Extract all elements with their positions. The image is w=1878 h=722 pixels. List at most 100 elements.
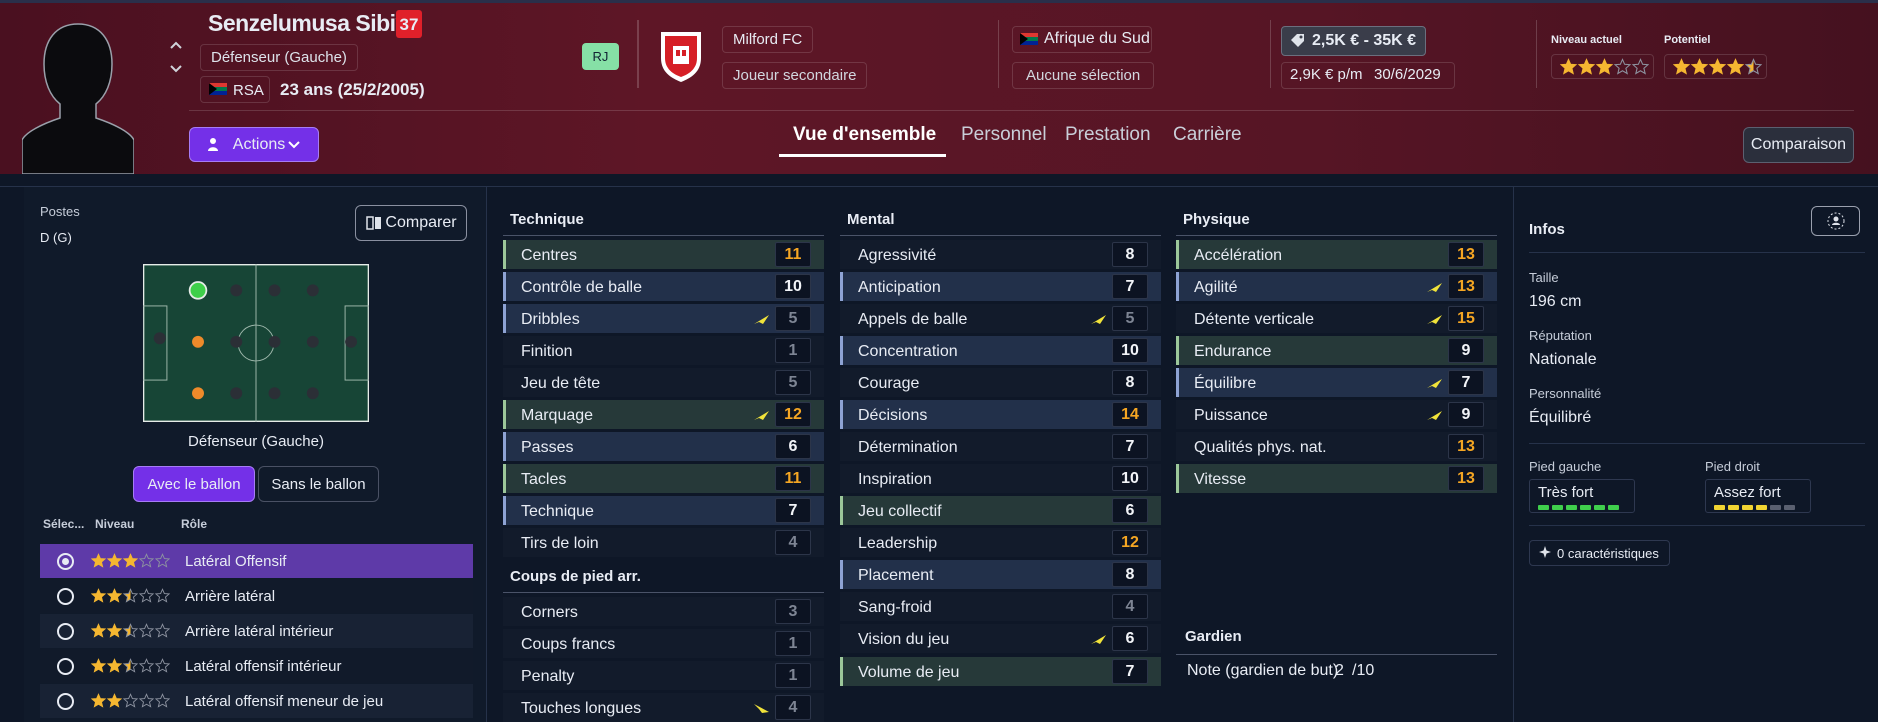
- attribute-row: [503, 464, 824, 494]
- attribute-name: Anticipation: [858, 278, 941, 296]
- role-name: Latéral offensif meneur de jeu: [185, 693, 384, 710]
- attribute-value: 1: [788, 341, 798, 359]
- tab[interactable]: Prestation: [1065, 124, 1151, 145]
- info-label: Personnalité: [1529, 386, 1602, 401]
- attribute-name: Détente verticale: [1194, 310, 1315, 328]
- pitch: [143, 264, 369, 422]
- role-name: Arrière latéral intérieur: [185, 623, 334, 640]
- attribute-value: 5: [788, 309, 798, 327]
- attribute-name: Dribbles: [521, 310, 580, 328]
- attribute-value-box: [775, 369, 811, 395]
- role-radio[interactable]: [57, 553, 74, 570]
- toggle-with-ball[interactable]: Avec le ballon: [133, 466, 255, 502]
- attribute-row: [503, 660, 824, 690]
- attribute-value-box: [1112, 498, 1148, 524]
- compare-label: Comparaison: [1750, 136, 1847, 153]
- info-label: Taille: [1529, 270, 1559, 285]
- attribute-value: 10: [1121, 341, 1139, 359]
- contract-box: [1281, 62, 1455, 89]
- attribute-row: [840, 496, 1161, 526]
- gk-label: Note (gardien de but): [1187, 662, 1339, 679]
- attribute-name: Courage: [858, 374, 920, 392]
- attribute-value-box: [1448, 305, 1484, 331]
- attribute-value: 15: [1457, 309, 1475, 327]
- attribute-row: [503, 399, 824, 429]
- profile-icon: [1827, 212, 1844, 230]
- attribute-value-box: [1112, 466, 1148, 492]
- attribute-value: 6: [1125, 502, 1135, 520]
- attribute-name: Coups francs: [521, 635, 616, 653]
- attribute-value-box: [1448, 337, 1484, 363]
- info-title: Infos: [1529, 221, 1565, 238]
- attribute-value-box: [1112, 530, 1148, 556]
- compare-positions-button[interactable]: Comparer: [355, 205, 467, 241]
- attribute-value-box: [775, 662, 811, 688]
- info-value: Équilibré: [1529, 409, 1592, 426]
- attribute-value-box: [775, 433, 811, 459]
- attribute-value-box: [1112, 273, 1148, 299]
- gk-rating: 2: [1335, 662, 1344, 679]
- compare-positions-label: Comparer: [385, 214, 457, 231]
- attribute-value: 6: [788, 437, 798, 455]
- attribute-value: 1: [788, 666, 798, 684]
- attribute-row: [1176, 431, 1497, 461]
- info-value: 196 cm: [1529, 293, 1582, 310]
- attribute-row: [840, 239, 1161, 269]
- wage: 2,9K € p/m: [1290, 66, 1363, 83]
- section-title: Physique: [1183, 211, 1250, 228]
- attribute-name: Endurance: [1194, 342, 1272, 360]
- attribute-row: [840, 624, 1161, 654]
- separator: [1270, 20, 1271, 88]
- attribute-name: Corners: [521, 603, 578, 621]
- role-radio[interactable]: [57, 588, 74, 605]
- attribute-value: 7: [1125, 277, 1135, 295]
- foot-value: Très fort: [1538, 484, 1594, 501]
- club-role: Joueur secondaire: [722, 62, 868, 89]
- potential-label: Potentiel: [1664, 34, 1711, 46]
- attribute-value-box: [775, 305, 811, 331]
- tab[interactable]: Vue d'ensemble: [793, 124, 937, 145]
- attribute-row: [503, 367, 824, 397]
- attribute-row: [503, 496, 824, 526]
- section-rule: [503, 592, 824, 593]
- attribute-row: [503, 431, 824, 461]
- role-radio[interactable]: [57, 623, 74, 640]
- attribute-value: 13: [1457, 437, 1475, 455]
- nation-code: RSA: [233, 82, 264, 99]
- attribute-value-box: [775, 337, 811, 363]
- attribute-name: Jeu collectif: [858, 503, 942, 521]
- foot-strength-bar: [1714, 505, 1795, 510]
- attribute-value: 4: [788, 698, 798, 716]
- potential-box: [1664, 54, 1767, 79]
- attribute-row: [840, 592, 1161, 622]
- compare-button[interactable]: Comparaison: [1743, 127, 1854, 163]
- info-button[interactable]: [1811, 206, 1860, 236]
- attribute-value: 9: [1461, 405, 1471, 423]
- info-rule: [1529, 443, 1865, 444]
- star-rating: [91, 658, 170, 673]
- star-rating: [91, 623, 170, 638]
- attribute-value: 4: [788, 534, 798, 552]
- club-name[interactable]: Milford FC: [722, 26, 814, 53]
- toggle-without-ball[interactable]: Sans le ballon: [258, 466, 379, 502]
- column-header: Sélec...: [43, 517, 85, 531]
- section-rule: [503, 235, 824, 236]
- info-rule: [1529, 252, 1865, 253]
- attribute-value: 12: [1121, 534, 1139, 552]
- role-radio[interactable]: [57, 658, 74, 675]
- role-radio[interactable]: [57, 693, 74, 710]
- tab[interactable]: Carrière: [1173, 124, 1242, 145]
- attribute-row: [503, 628, 824, 658]
- tab[interactable]: Personnel: [961, 124, 1047, 145]
- attribute-name: Touches longues: [521, 699, 642, 717]
- player-nav-arrows[interactable]: [168, 38, 184, 78]
- foot-label: Pied droit: [1705, 459, 1760, 474]
- attribute-value-box: [1448, 466, 1484, 492]
- star-rating: [91, 553, 170, 568]
- attribute-value-box: [1112, 594, 1148, 620]
- attribute-value: 7: [1125, 437, 1135, 455]
- attribute-row: [1176, 303, 1497, 333]
- traits-pill[interactable]: 0 caractéristiques: [1529, 540, 1670, 566]
- star-rating: [91, 588, 170, 603]
- body-divider: [0, 186, 1878, 187]
